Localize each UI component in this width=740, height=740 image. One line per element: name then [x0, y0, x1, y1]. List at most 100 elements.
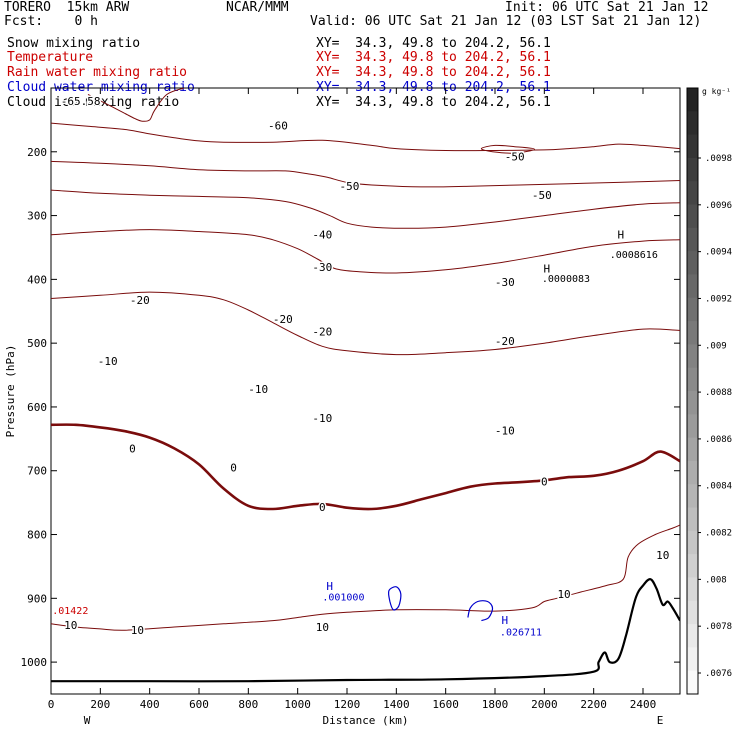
field-name: Snow mixing ratio	[7, 36, 141, 51]
colorbar-cell	[687, 507, 698, 532]
y-tick-label: 400	[27, 273, 47, 286]
colorbar-tick-label: .0094	[705, 248, 732, 258]
temperature-contour	[51, 122, 680, 152]
colorbar-tick-label: .0076	[705, 669, 732, 679]
contour-label: -10	[248, 383, 268, 396]
temperature-contour	[480, 144, 536, 154]
contour-label: 10	[557, 588, 570, 601]
temperature-contour	[51, 291, 680, 356]
cloud-water-contour	[467, 600, 494, 622]
temperature-contour	[51, 423, 680, 511]
field-name: Temperature	[7, 50, 94, 65]
contour-label: -10	[98, 355, 118, 368]
x-tick-label: 2400	[630, 698, 657, 711]
y-tick-label: 600	[27, 401, 47, 414]
extremum-value: .026711	[500, 627, 542, 638]
y-tick-label: 900	[27, 592, 47, 605]
contour-label: -50	[505, 150, 525, 163]
plot-frame	[50, 87, 681, 695]
extremum-value: .0008616	[610, 250, 658, 261]
extremum-mark: H	[502, 614, 509, 627]
temperature-contour	[51, 160, 680, 188]
colorbar-tick-label: .008	[705, 575, 727, 585]
x-tick-label: 1000	[284, 698, 311, 711]
temperature-contour	[87, 88, 185, 122]
contour-label: 10	[656, 549, 669, 562]
x-axis-title: Distance (km)	[322, 714, 408, 727]
colorbar-cell	[687, 670, 698, 695]
field-xy: XY= 34.3, 49.8 to 204.2, 56.1	[316, 36, 551, 51]
org-name: NCAR/MMM	[226, 0, 289, 15]
y-tick-label: 700	[27, 465, 47, 478]
extremum-mark: H	[543, 263, 550, 276]
y-tick-label: 300	[27, 210, 47, 223]
colorbar-frame	[686, 87, 699, 695]
colorbar-cell	[687, 181, 698, 206]
colorbar-cell	[687, 414, 698, 439]
colorbar-cell	[687, 321, 698, 345]
colorbar-cell	[687, 391, 698, 415]
x-tick-label: 1800	[482, 698, 509, 711]
contour-label: -40	[312, 229, 332, 242]
contour-label: 10	[64, 619, 77, 632]
temperature-contour	[51, 189, 680, 229]
x-tick-label: 1600	[432, 698, 459, 711]
x-tick-label: 800	[238, 698, 258, 711]
contour-label: -30	[312, 261, 332, 274]
colorbar-unit: g kg⁻¹	[702, 87, 731, 96]
colorbar-cell	[687, 157, 698, 182]
contour-label: -20	[273, 313, 293, 326]
model-name: TORERO 15km ARW	[4, 0, 130, 15]
y-tick-label: 800	[27, 529, 47, 542]
colorbar-cell	[687, 577, 698, 602]
x-tick-label: 0	[48, 698, 55, 711]
contour-label: -10	[495, 425, 515, 438]
contour-label: -30	[495, 276, 515, 289]
colorbar-cell	[687, 367, 698, 392]
colorbar-tick-label: .0098	[705, 154, 732, 164]
colorbar-cell	[687, 204, 698, 229]
contour-label: 10	[131, 624, 144, 637]
colorbar-cell	[687, 251, 698, 275]
colorbar-tick-label: .0086	[705, 435, 732, 445]
y-tick-label: 1000	[21, 656, 48, 669]
contour-label: 10	[316, 621, 329, 634]
field-name: Rain water mixing ratio	[7, 65, 188, 80]
colorbar-cell	[687, 484, 698, 509]
extremum-mark: H	[617, 229, 624, 242]
colorbar-cell	[687, 437, 698, 462]
extremum-value: .0000083	[542, 274, 590, 285]
contour-label: -20	[312, 326, 332, 339]
cloud-water-contour	[387, 586, 402, 611]
contour-label: 0	[319, 501, 326, 514]
x-tick-label: 1200	[334, 698, 361, 711]
colorbar-cell	[687, 460, 698, 485]
field-xy: XY= 34.3, 49.8 to 204.2, 56.1	[316, 50, 551, 65]
contour-label: -60	[268, 120, 288, 133]
colorbar-tick-label: .0082	[705, 529, 732, 539]
terrain-line	[51, 578, 680, 683]
y-tick-label: 500	[27, 337, 47, 350]
colorbar-cell	[687, 134, 698, 159]
x-end-label-east: E	[657, 714, 664, 727]
x-end-label-west: W	[84, 714, 91, 727]
colorbar-tick-label: .0078	[705, 622, 732, 632]
colorbar-cell	[687, 227, 698, 252]
colorbar-cell	[687, 344, 698, 369]
colorbar-cell	[687, 530, 698, 555]
extremum-mark: H	[326, 580, 333, 593]
contour-label: -50	[532, 189, 552, 202]
contour-label: 0	[541, 476, 548, 489]
field-xy: XY= 34.3, 49.8 to 204.2, 56.1	[316, 65, 551, 80]
contour-label: -20	[495, 335, 515, 348]
contour-label: 0	[129, 442, 136, 455]
extremum-value: .01422	[52, 606, 88, 617]
y-axis-title: Pressure (hPa)	[4, 345, 17, 438]
contour-label: -65.58	[61, 95, 101, 108]
contour-label: -10	[312, 412, 332, 425]
contour-label: 0	[230, 462, 237, 475]
contour-label: -50	[340, 180, 360, 193]
colorbar-cell	[687, 111, 698, 136]
colorbar-cell	[687, 88, 698, 112]
